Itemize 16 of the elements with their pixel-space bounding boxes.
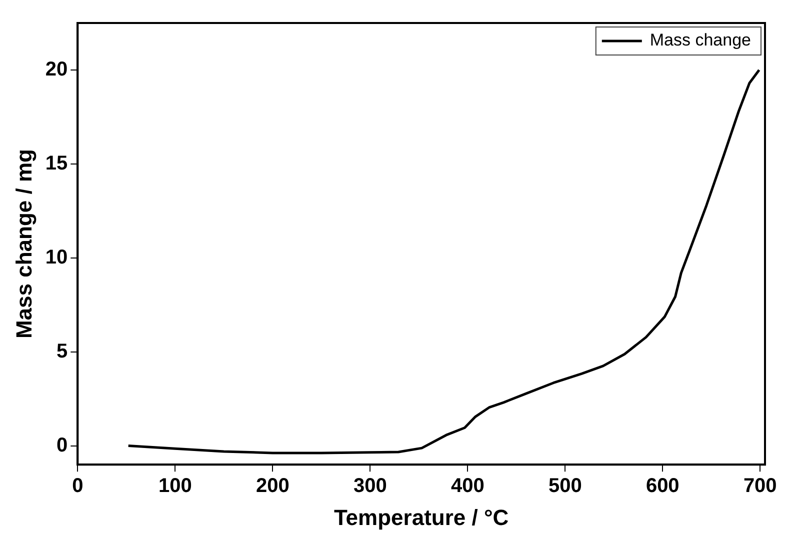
y-tick-label: 20 xyxy=(45,58,68,80)
x-tick-label: 200 xyxy=(256,475,290,498)
legend-label: Mass change xyxy=(650,30,752,50)
x-tick-label: 700 xyxy=(743,475,777,498)
x-axis-title: Temperature / °C xyxy=(334,504,509,530)
x-tick-label: 300 xyxy=(353,475,387,498)
x-tick-label: 500 xyxy=(548,475,582,498)
y-tick-label: 15 xyxy=(45,152,68,174)
x-tick-label: 100 xyxy=(158,475,192,498)
y-axis-title: Mass change / mg xyxy=(11,149,36,339)
x-tick-label: 400 xyxy=(450,475,484,498)
y-tick-label: 0 xyxy=(56,434,68,456)
x-tick-label: 600 xyxy=(646,475,680,498)
y-tick-label: 5 xyxy=(56,340,68,362)
y-tick-label: 10 xyxy=(45,246,68,268)
x-tick-label: 0 xyxy=(72,475,84,498)
